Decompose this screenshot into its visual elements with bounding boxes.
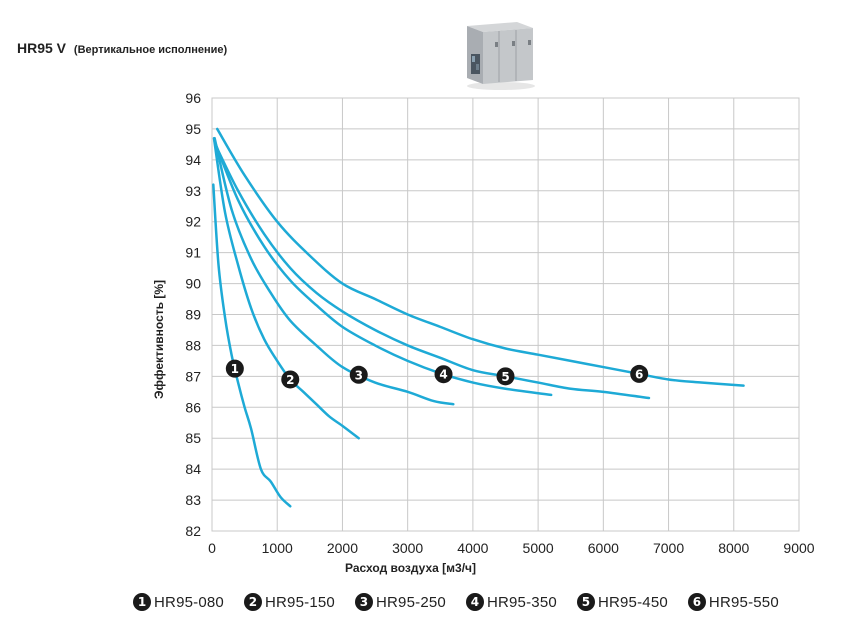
y-tick-label: 90 <box>185 276 201 292</box>
marker-label: 2 <box>286 373 294 387</box>
series-line-4 <box>213 140 553 397</box>
y-tick-label: 86 <box>185 399 201 415</box>
legend-badge: 4 <box>465 593 484 611</box>
y-tick-label: 88 <box>185 337 201 353</box>
legend-badge: 3 <box>354 593 373 611</box>
series-line-3 <box>213 136 455 406</box>
marker-label: 1 <box>231 362 239 376</box>
series-marker-4: 4 <box>434 365 453 384</box>
series-marker-1: 1 <box>225 359 244 378</box>
y-tick-label: 94 <box>185 152 201 168</box>
x-tick-label: 5000 <box>523 540 554 556</box>
y-tick-label: 96 <box>185 90 201 106</box>
x-tick-label: 7000 <box>653 540 684 556</box>
legend-item: 1 HR95-080 <box>133 593 224 611</box>
y-tick-label: 87 <box>185 368 201 384</box>
legend-item: 5 HR95-450 <box>576 593 668 611</box>
legend-item: 2 HR95-150 <box>243 593 335 611</box>
marker-circle <box>349 365 368 384</box>
plot-frame <box>211 97 800 532</box>
legend-badge: 5 <box>576 593 595 611</box>
x-tick-label: 3000 <box>392 540 423 556</box>
legend-label: HR95-550 <box>708 593 779 611</box>
series-marker-5: 5 <box>496 367 515 386</box>
y-tick-label: 84 <box>185 461 201 477</box>
series-line-1 <box>212 183 292 508</box>
series-marker-2: 2 <box>281 370 300 389</box>
legend-badge: 2 <box>243 593 262 611</box>
marker-label: 3 <box>355 368 363 382</box>
ventilation-unit-icon <box>467 22 535 90</box>
series-line-6 <box>215 127 745 387</box>
y-tick-label: 82 <box>185 523 201 539</box>
x-tick-label: 2000 <box>327 540 358 556</box>
x-tick-label: 4000 <box>457 540 488 556</box>
marker-circle <box>281 370 300 389</box>
marker-label: 4 <box>439 368 447 382</box>
series-marker-6: 6 <box>630 364 649 383</box>
marker-circle <box>225 359 244 378</box>
y-axis-label: Эффективность [%] <box>152 280 166 399</box>
marker-circle <box>434 365 453 384</box>
series-line-2 <box>212 136 360 440</box>
legend-item: 3 HR95-250 <box>354 593 446 611</box>
y-tick-label: 92 <box>185 214 201 230</box>
title-main: HR95 V <box>17 40 67 56</box>
series-marker-3: 3 <box>349 365 368 384</box>
y-tick-label: 93 <box>185 183 201 199</box>
legend-label: HR95-350 <box>486 593 557 611</box>
chart-title: HR95 V (Вертикальное исполнение) <box>17 40 227 56</box>
legend-label: HR95-150 <box>264 593 335 611</box>
marker-circle <box>496 367 515 386</box>
legend-item: 4 HR95-350 <box>465 593 557 611</box>
efficiency-chart: 0 1000 2000 3000 4000 5000 6000 7000 8000 9000 82 8… <box>152 90 815 575</box>
x-tick-label: 8000 <box>718 540 749 556</box>
marker-circle <box>630 364 649 383</box>
series-line-5 <box>214 143 651 400</box>
y-tick-label: 89 <box>185 307 201 323</box>
legend: 1 HR95-080 2 HR95-150 3 HR95-250 4 HR95-… <box>133 593 779 611</box>
legend-item: 6 HR95-550 <box>687 593 779 611</box>
y-tick-label: 95 <box>185 121 201 137</box>
y-tick-label: 85 <box>185 430 201 446</box>
x-tick-label: 6000 <box>588 540 619 556</box>
x-tick-label: 1000 <box>262 540 293 556</box>
legend-badge: 1 <box>133 593 151 611</box>
legend-label: HR95-080 <box>154 593 224 611</box>
y-tick-label: 91 <box>185 245 201 261</box>
x-tick-label: 0 <box>208 540 216 556</box>
title-subtitle: (Вертикальное исполнение) <box>73 44 228 56</box>
x-tick-label: 9000 <box>783 540 814 556</box>
marker-label: 6 <box>635 367 643 381</box>
x-axis-label: Расход воздуха [м3/ч] <box>345 561 476 575</box>
y-tick-label: 83 <box>185 492 201 508</box>
legend-label: HR95-450 <box>597 593 668 611</box>
marker-label: 5 <box>501 370 509 384</box>
legend-badge: 6 <box>687 593 706 611</box>
legend-label: HR95-250 <box>375 593 446 611</box>
